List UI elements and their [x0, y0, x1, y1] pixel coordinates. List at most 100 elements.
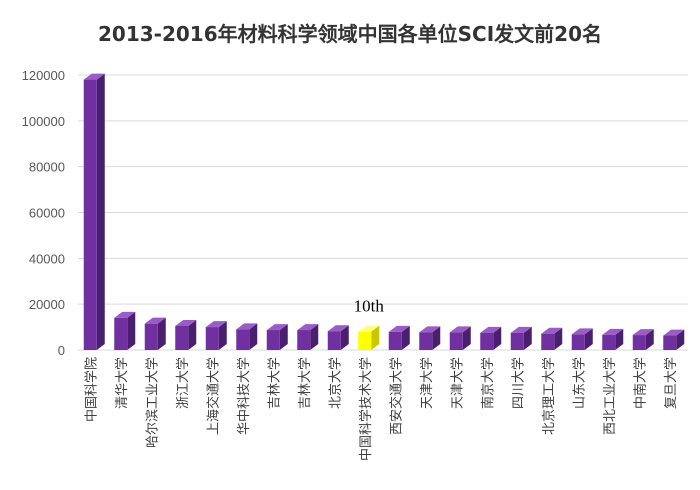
- x-tick-label: 西安交通大学: [388, 357, 404, 435]
- x-tick-label: 哈尔滨工业大学: [144, 357, 160, 448]
- y-tick-label: 0: [58, 343, 65, 358]
- bar-top: [602, 328, 624, 335]
- bar-front: [419, 332, 433, 350]
- bar: [541, 327, 563, 350]
- x-tick-label: 北京大学: [327, 357, 343, 409]
- bar: [632, 329, 654, 350]
- chart-title: 2013-2016年材料科学领域中国各单位SCI发文前20名: [98, 22, 602, 46]
- bar-front: [358, 331, 372, 350]
- x-axis-labels: 中国科学院 清华大学 哈尔滨工业大学 浙江大学 上海交通大学 华中科技大学 吉林大学 吉林大学…: [83, 357, 679, 461]
- bar-side: [493, 326, 502, 350]
- x-tick-label: 四川大学: [510, 357, 526, 409]
- bar-top: [449, 326, 471, 333]
- x-tick-label: 吉林大学: [297, 357, 313, 409]
- bar-top: [266, 324, 288, 331]
- bar: [297, 324, 319, 350]
- bar-front: [541, 333, 555, 350]
- bar-front: [297, 330, 311, 350]
- x-tick-label: 吉林大学: [266, 357, 282, 409]
- bar-side: [157, 317, 166, 350]
- bar: [663, 329, 685, 350]
- bar-top: [419, 326, 441, 333]
- bar-side: [584, 328, 593, 350]
- annotations: 10th: [354, 297, 385, 316]
- y-tick-label: 40000: [29, 251, 65, 266]
- x-tick-label: 西北工业大学: [602, 357, 618, 435]
- bar-front: [175, 325, 189, 350]
- bar-top: [83, 73, 105, 80]
- bar: [388, 325, 410, 350]
- x-tick-label: 天津大学: [449, 357, 465, 409]
- bar-front: [83, 79, 97, 350]
- x-tick-label: 清华大学: [114, 357, 130, 409]
- bar-side: [401, 325, 410, 350]
- bar: [510, 326, 532, 350]
- x-tick-label: 中国科学技术大学: [358, 357, 374, 461]
- bar-top: [175, 319, 197, 326]
- bar: [205, 321, 227, 350]
- bar-front: [236, 329, 250, 350]
- bar-front: [388, 331, 402, 350]
- x-tick-label: 中南大学: [632, 357, 648, 409]
- x-tick-label: 中国科学院: [83, 357, 99, 422]
- bar: [83, 73, 105, 350]
- y-tick-label: 100000: [22, 114, 65, 129]
- bar: [144, 317, 166, 350]
- y-axis-ticks: 0 20000 40000 60000 80000 100000 120000: [22, 68, 65, 358]
- bar-top: [358, 325, 380, 332]
- bar-top: [327, 325, 349, 332]
- x-tick-label: 上海交通大学: [205, 357, 221, 435]
- bar-side: [462, 326, 471, 350]
- bar-top: [541, 327, 563, 334]
- bar: [480, 326, 502, 350]
- bar: [419, 326, 441, 350]
- bar: [266, 324, 288, 350]
- y-tick-label: 20000: [29, 297, 65, 312]
- bar-front: [327, 331, 341, 350]
- bar-front: [632, 335, 646, 350]
- bar-side: [188, 319, 197, 350]
- bar-front: [449, 332, 463, 350]
- bar-front: [114, 317, 128, 350]
- bar-top: [571, 328, 593, 335]
- bar-top: [632, 329, 654, 336]
- x-tick-label: 浙江大学: [175, 357, 191, 409]
- bar-top: [236, 323, 258, 330]
- bar-front: [602, 334, 616, 350]
- x-tick-label: 南京大学: [480, 357, 496, 409]
- bar: [571, 328, 593, 350]
- bar-top: [388, 325, 410, 332]
- bar-side: [615, 328, 624, 350]
- bar-top: [663, 329, 685, 336]
- x-tick-label: 天津大学: [419, 357, 435, 409]
- bar-top: [297, 324, 319, 331]
- bars: [83, 73, 685, 350]
- bar-front: [205, 327, 219, 350]
- bar-side: [340, 325, 349, 350]
- bar-top: [114, 311, 136, 318]
- bar-front: [266, 330, 280, 350]
- bar-side: [676, 329, 685, 350]
- y-tick-label: 120000: [22, 68, 65, 83]
- bar-side: [432, 326, 441, 350]
- bar-side: [127, 311, 136, 350]
- bar-front: [144, 323, 158, 350]
- bar-front: [480, 332, 494, 350]
- y-tick-label: 80000: [29, 160, 65, 175]
- bar-front: [510, 332, 524, 350]
- bar-side: [249, 323, 258, 350]
- bar-top: [144, 317, 166, 324]
- x-tick-label: 复旦大学: [663, 357, 679, 409]
- bar-front: [571, 334, 585, 350]
- bar-side: [645, 329, 654, 350]
- bar-top: [480, 326, 502, 333]
- bar: [236, 323, 258, 350]
- bar: [449, 326, 471, 350]
- bar: [114, 311, 136, 350]
- x-tick-label: 华中科技大学: [236, 357, 252, 435]
- rank-annotation: 10th: [354, 297, 385, 316]
- bar-side: [554, 327, 563, 350]
- bar-side: [218, 321, 227, 350]
- bar-front: [663, 335, 677, 350]
